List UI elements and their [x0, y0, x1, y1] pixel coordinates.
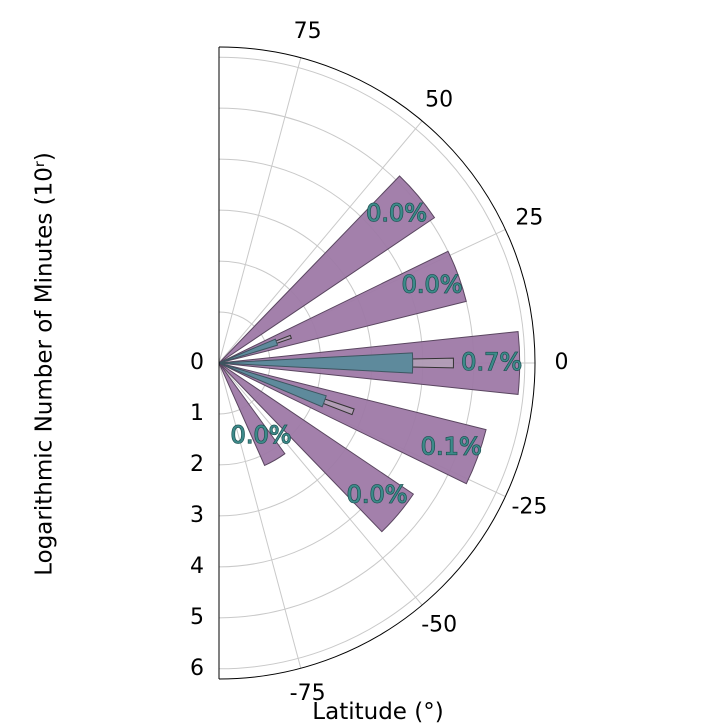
percent-annotation: 0.0%	[402, 270, 463, 298]
bar-series-1	[218, 362, 487, 485]
percent-annotation: 0.0%	[231, 421, 292, 449]
angular-gridline	[218, 120, 423, 364]
angular-gridline	[218, 57, 302, 364]
percent-annotation: 0.0%	[347, 481, 408, 509]
frame-layer	[218, 46, 536, 680]
percent-annotation: 0.7%	[461, 348, 522, 376]
bar-series-2	[218, 338, 279, 364]
angle-tick-label: -75	[290, 681, 326, 706]
bar-series-1	[218, 362, 415, 533]
bar-series-2	[218, 352, 414, 374]
radial-tick-label: 1	[190, 401, 204, 426]
radial-tick-label: 3	[190, 503, 204, 528]
bar-series-1	[218, 175, 436, 364]
percent-annotation: 0.0%	[366, 199, 427, 227]
angular-gridline	[218, 362, 423, 606]
y-axis-label: Logarithmic Number of Minutes (10ʳ)	[32, 152, 58, 576]
angle-tick-label: -25	[511, 495, 547, 520]
x-axis-label: Latitude (°)	[312, 699, 443, 725]
angle-tick-label: 25	[515, 205, 543, 230]
angular-gridline	[218, 362, 302, 669]
bar-series-1	[218, 362, 286, 467]
radial-tick-label: 6	[190, 656, 204, 681]
bar-layer	[218, 175, 521, 533]
angle-tick-label: -50	[421, 612, 457, 637]
angle-tick-label: 75	[294, 19, 322, 44]
radial-tick-label: 0	[190, 350, 204, 375]
radial-tick-label: 5	[190, 605, 204, 630]
angle-tick-label: 0	[555, 350, 569, 375]
angle-tick-label: 50	[425, 88, 453, 113]
label-layer: 75 50 25 0 -25 -50 -75 0 1 2 3 4 5 6 0.0% 0.0% 0.7% 0.1% 0…	[190, 19, 569, 706]
bar-series-1	[218, 250, 467, 364]
percent-annotation: 0.1%	[421, 433, 482, 461]
outer-arc	[218, 46, 536, 680]
radial-tick-label: 4	[190, 554, 204, 579]
bar-series-2	[218, 362, 327, 408]
radial-tick-label: 2	[190, 452, 204, 477]
